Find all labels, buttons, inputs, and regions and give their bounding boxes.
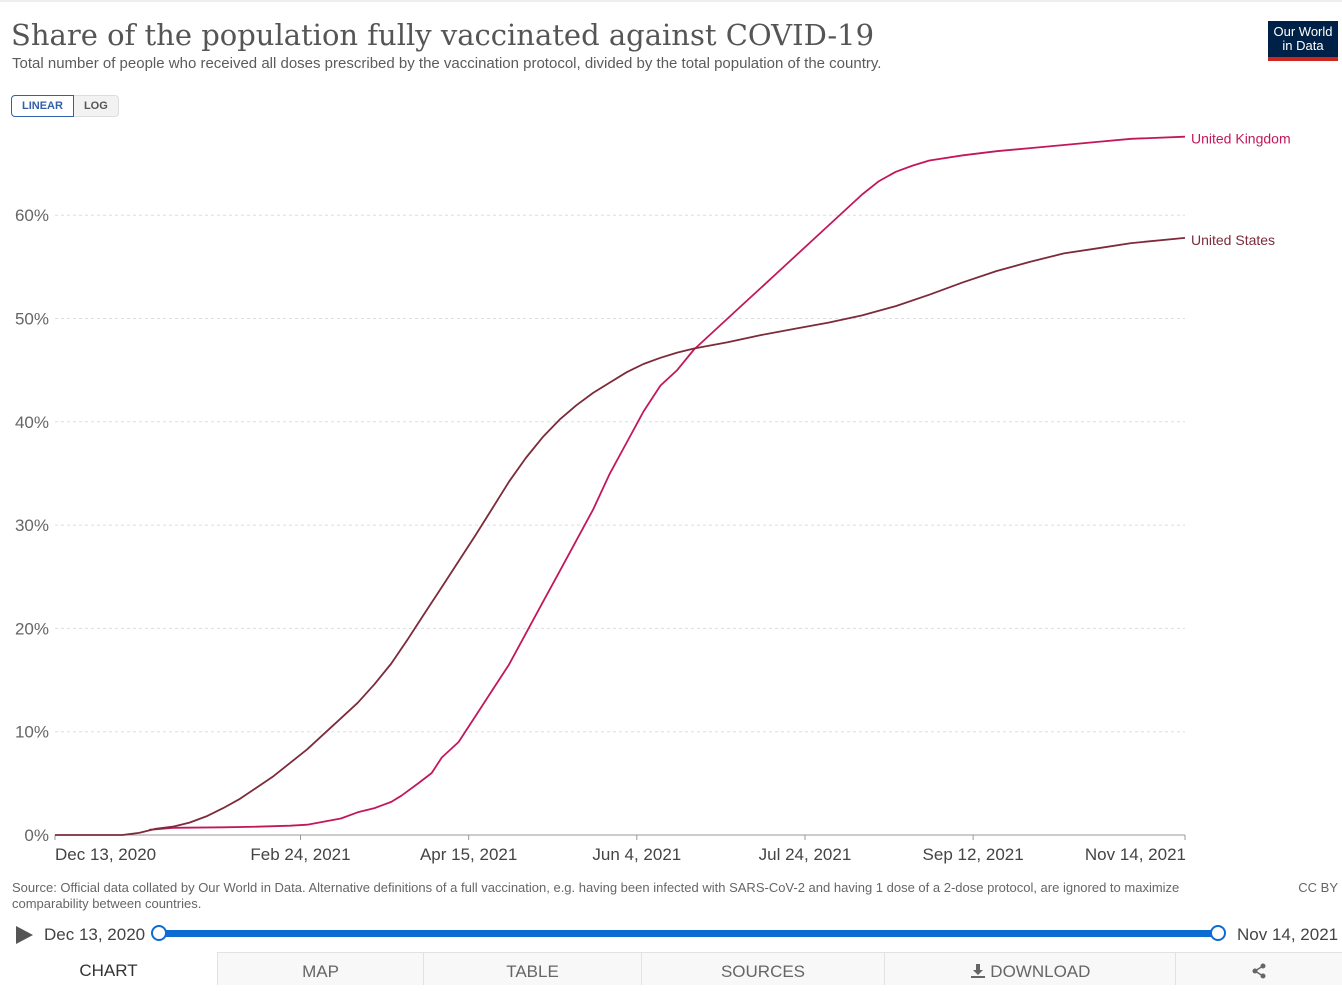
share-icon xyxy=(1252,963,1266,979)
x-tick-label: Sep 12, 2021 xyxy=(923,845,1024,864)
license-link[interactable]: CC BY xyxy=(1298,880,1338,895)
chart-subtitle: Total number of people who received all … xyxy=(12,55,882,72)
x-tick-label: Nov 14, 2021 xyxy=(1085,845,1186,864)
timeline-slider-track[interactable] xyxy=(160,930,1218,937)
tab-download[interactable]: DOWNLOAD xyxy=(884,952,1175,985)
x-tick-label: Dec 13, 2020 xyxy=(55,845,156,864)
timeline-start-label: Dec 13, 2020 xyxy=(44,925,146,944)
tab-bar: CHART MAP TABLE SOURCES DOWNLOAD xyxy=(0,952,1342,985)
y-tick-label: 30% xyxy=(15,516,49,535)
y-tick-label: 20% xyxy=(15,619,49,638)
series-label-united-states[interactable]: United States xyxy=(1191,232,1275,248)
download-label: DOWNLOAD xyxy=(990,962,1091,981)
x-tick-label: Feb 24, 2021 xyxy=(250,845,350,864)
x-tick-label: Apr 15, 2021 xyxy=(420,845,517,864)
timeline-end-handle[interactable] xyxy=(1210,925,1226,941)
tab-share[interactable] xyxy=(1175,952,1342,985)
logo-line-1: Our World xyxy=(1273,24,1333,39)
y-tick-label: 50% xyxy=(15,310,49,329)
tab-table[interactable]: TABLE xyxy=(423,952,641,985)
series-label-united-kingdom[interactable]: United Kingdom xyxy=(1191,131,1291,147)
owid-logo[interactable]: Our World in Data xyxy=(1268,21,1338,61)
series-labels: United Kingdom United States xyxy=(1191,131,1291,248)
tab-chart[interactable]: CHART xyxy=(0,952,217,985)
series xyxy=(55,135,1186,836)
play-icon[interactable] xyxy=(16,926,33,944)
line-chart: 0% 10% 20% 30% 40% 50% 60% Dec 13, 2020 Feb 24,… xyxy=(15,131,1291,864)
x-axis: Dec 13, 2020 Feb 24, 2021 Apr 15, 2021 Jun … xyxy=(54,834,1186,864)
y-axis: 0% 10% 20% 30% 40% 50% 60% xyxy=(15,206,49,845)
log-scale-button[interactable]: LOG xyxy=(73,95,119,117)
logo-line-2: in Data xyxy=(1282,38,1324,53)
top-rule xyxy=(0,0,1342,2)
timeline-end-label: Nov 14, 2021 xyxy=(1237,925,1339,944)
timeline-start-handle[interactable] xyxy=(151,925,167,941)
x-tick-label: Jul 24, 2021 xyxy=(759,845,852,864)
y-tick-label: 0% xyxy=(24,826,49,845)
y-tick-label: 10% xyxy=(15,723,49,742)
linear-scale-button[interactable]: LINEAR xyxy=(11,95,74,117)
tab-map[interactable]: MAP xyxy=(217,952,423,985)
chart-title: Share of the population fully vaccinated… xyxy=(11,18,875,52)
scale-toggle: LINEAR LOG xyxy=(11,95,119,117)
y-tick-label: 60% xyxy=(15,206,49,225)
series-line-united-states[interactable] xyxy=(55,237,1186,836)
source-note: Source: Official data collated by Our Wo… xyxy=(12,880,1180,911)
grid xyxy=(55,214,1185,733)
y-tick-label: 40% xyxy=(15,413,49,432)
tab-sources[interactable]: SOURCES xyxy=(641,952,884,985)
series-line-united-kingdom[interactable] xyxy=(149,135,1186,831)
x-tick-label: Jun 4, 2021 xyxy=(592,845,681,864)
download-icon xyxy=(970,964,985,978)
